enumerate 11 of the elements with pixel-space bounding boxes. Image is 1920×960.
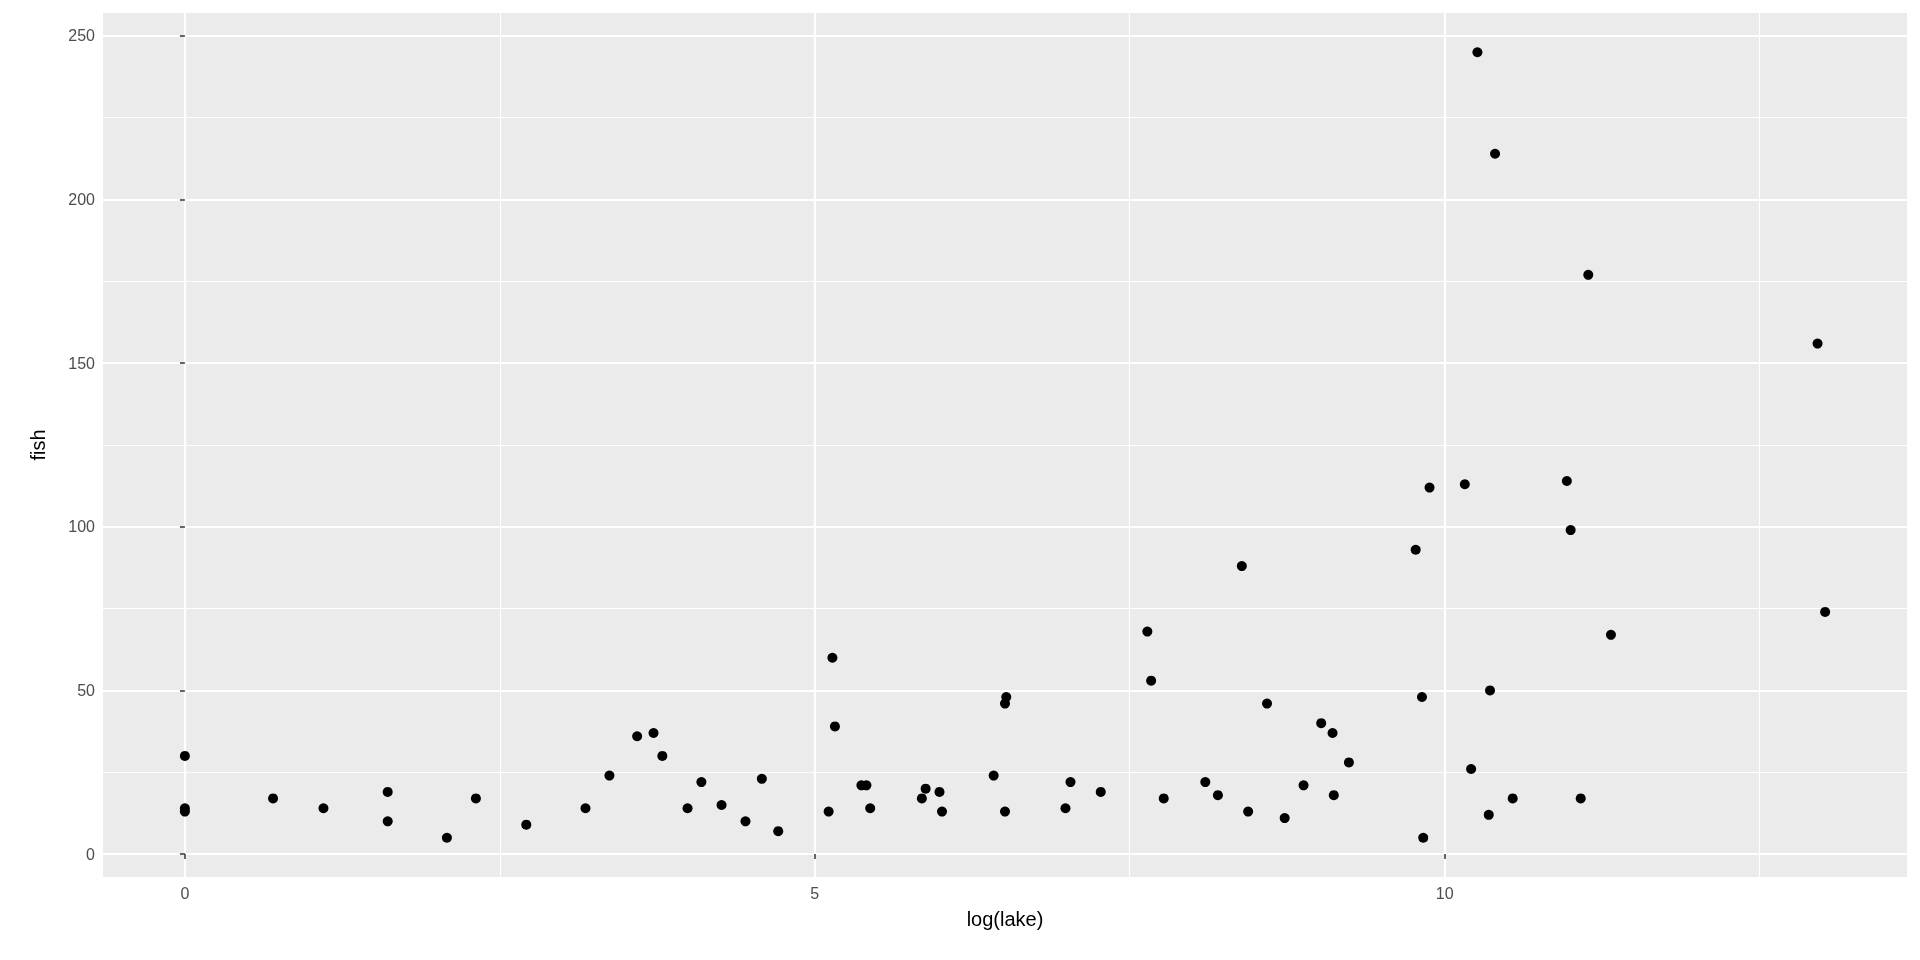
x-tick-label: 5	[810, 884, 820, 902]
x-tick-label: 0	[180, 884, 190, 902]
y-axis-title: fish	[27, 429, 49, 461]
y-tick-label: 150	[68, 354, 96, 372]
x-tick-label: 10	[1435, 884, 1454, 902]
x-axis-title: log(lake)	[966, 908, 1044, 930]
y-tick-label: 0	[86, 845, 96, 863]
y-tick-label: 50	[77, 681, 96, 699]
y-tick-label: 200	[68, 191, 96, 209]
y-tick-label: 100	[68, 518, 96, 536]
y-tick-label: 250	[68, 27, 96, 45]
